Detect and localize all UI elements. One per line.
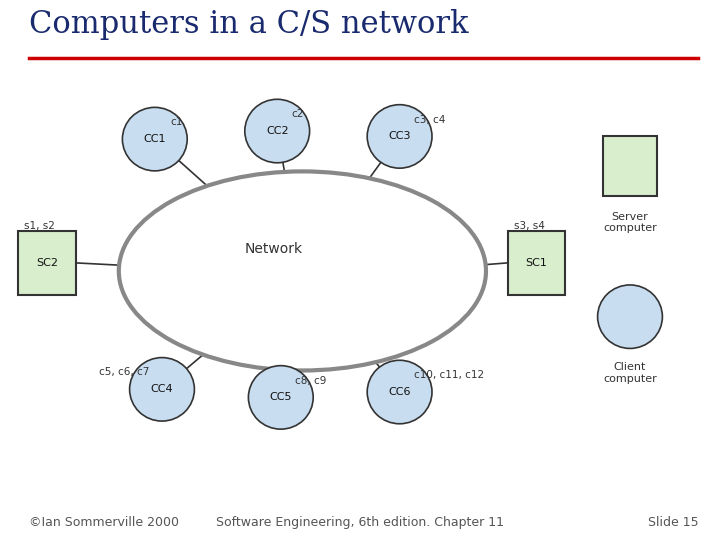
Ellipse shape (119, 171, 486, 370)
Ellipse shape (130, 357, 194, 421)
Ellipse shape (248, 366, 313, 429)
Text: c10, c11, c12: c10, c11, c12 (414, 370, 484, 380)
Text: CC3: CC3 (388, 131, 411, 141)
FancyBboxPatch shape (603, 137, 657, 195)
Ellipse shape (598, 285, 662, 348)
Text: CC5: CC5 (269, 393, 292, 402)
Text: s3, s4: s3, s4 (514, 220, 544, 231)
Text: Network: Network (245, 242, 302, 256)
Text: Server
computer: Server computer (603, 212, 657, 233)
Text: c5, c6, c7: c5, c6, c7 (99, 368, 149, 377)
Text: CC1: CC1 (143, 134, 166, 144)
Text: SC2: SC2 (36, 258, 58, 268)
Ellipse shape (367, 360, 432, 424)
Text: ©Ian Sommerville 2000: ©Ian Sommerville 2000 (29, 516, 179, 529)
Text: CC4: CC4 (150, 384, 174, 394)
Text: Computers in a C/S network: Computers in a C/S network (29, 9, 468, 39)
Text: s1, s2: s1, s2 (24, 220, 55, 231)
FancyBboxPatch shape (18, 231, 76, 295)
Text: c1: c1 (171, 117, 183, 127)
Text: CC6: CC6 (388, 387, 411, 397)
Text: Client
computer: Client computer (603, 362, 657, 384)
Text: CC2: CC2 (266, 126, 289, 136)
Text: c8, c9: c8, c9 (295, 375, 327, 386)
Ellipse shape (122, 107, 187, 171)
Text: SC1: SC1 (526, 258, 547, 268)
Ellipse shape (245, 99, 310, 163)
Text: Slide 15: Slide 15 (648, 516, 698, 529)
Text: Software Engineering, 6th edition. Chapter 11: Software Engineering, 6th edition. Chapt… (216, 516, 504, 529)
Text: c2: c2 (292, 109, 304, 119)
Ellipse shape (367, 105, 432, 168)
FancyBboxPatch shape (508, 231, 565, 295)
Text: c3, c4: c3, c4 (414, 114, 446, 125)
